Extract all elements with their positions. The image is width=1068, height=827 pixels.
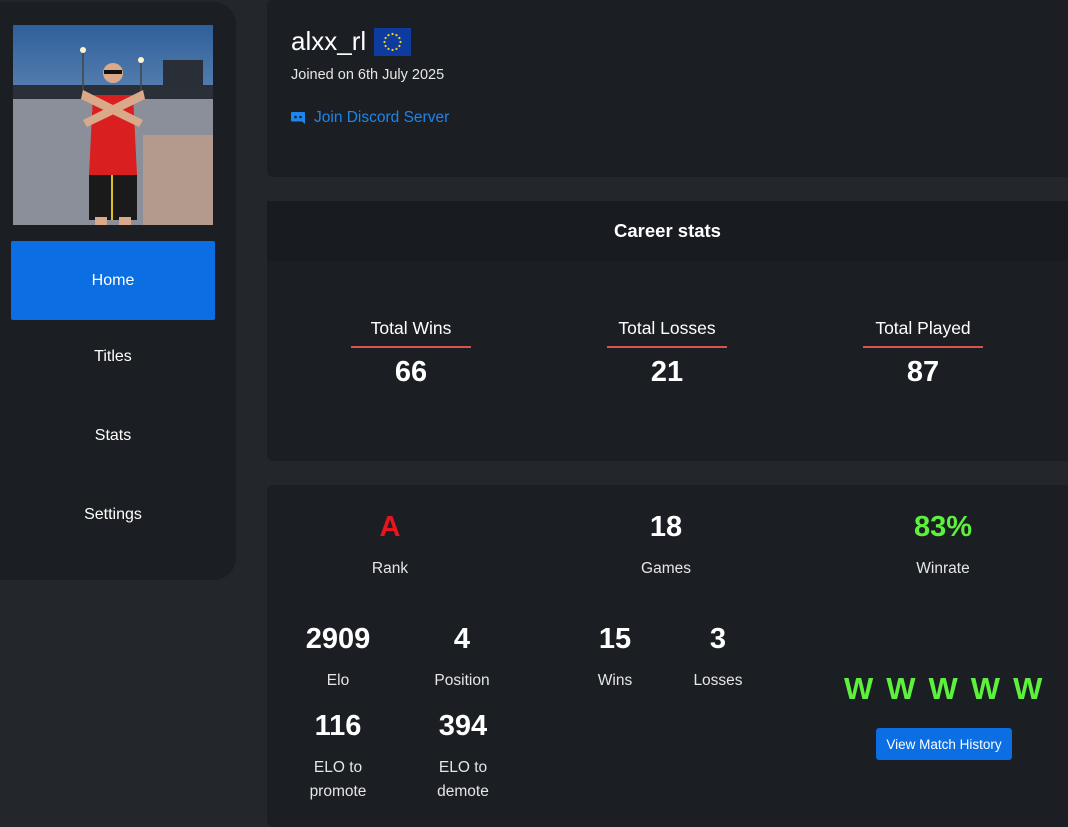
sidebar-item-label: Titles: [94, 347, 132, 365]
username-row: alxx_rl: [291, 26, 412, 57]
wins-stat: 15 Wins: [535, 623, 695, 693]
elo-to-promote-label: ELO to promote: [258, 756, 418, 804]
stat-label: Total Wins: [351, 318, 471, 348]
profile-panel: alxx_rl Joined on 6th July 2025 Join Dis…: [267, 0, 1068, 177]
discord-link-label: Join Discord Server: [314, 109, 450, 126]
joined-date: Joined on 6th July 2025: [291, 67, 445, 83]
elo-to-demote-label: ELO to demote: [383, 756, 543, 804]
sidebar-item-home[interactable]: Home: [11, 241, 215, 320]
elo-to-demote-stat: 394 ELO to demote: [383, 710, 543, 804]
total-wins-stat: Total Wins 66: [351, 318, 471, 389]
winrate-label: Winrate: [916, 560, 970, 577]
elo-value: 2909: [305, 623, 371, 655]
games-stat: 18 Games: [586, 511, 746, 581]
rank-stat: A Rank: [310, 511, 470, 581]
label-line: ELO to: [438, 759, 488, 776]
position-stat: 4 Position: [382, 623, 542, 693]
position-label: Position: [434, 672, 490, 689]
username: alxx_rl: [291, 26, 367, 56]
stat-label: Total Played: [863, 318, 983, 348]
games-value: 18: [649, 511, 683, 543]
stat-value: 21: [650, 356, 684, 388]
eu-flag-icon: [374, 27, 412, 56]
sidebar-item-label: Stats: [94, 426, 132, 444]
total-played-stat: Total Played 87: [863, 318, 983, 389]
rank-value: A: [379, 511, 401, 543]
label-line: ELO to: [313, 759, 363, 776]
result-badge: W: [844, 671, 874, 706]
stat-value: 87: [906, 356, 940, 388]
career-stats-panel: Career stats Total Wins 66 Total Losses …: [267, 201, 1068, 461]
result-badge: W: [928, 671, 958, 706]
losses-label: Losses: [693, 672, 743, 689]
sidebar-item-label: Settings: [84, 505, 142, 523]
total-losses-stat: Total Losses 21: [607, 318, 727, 389]
result-badge: W: [886, 671, 916, 706]
winrate-stat: 83% Winrate: [863, 511, 1023, 581]
label-line: demote: [437, 783, 489, 800]
elo-stat: 2909 Elo: [258, 623, 418, 693]
position-value: 4: [453, 623, 471, 655]
label-line: promote: [309, 783, 367, 800]
stat-value: 66: [394, 356, 428, 388]
discord-link[interactable]: Join Discord Server: [290, 109, 449, 127]
elo-to-demote-value: 394: [438, 710, 488, 742]
sidebar-item-titles[interactable]: Titles: [11, 317, 215, 396]
wins-value: 15: [598, 623, 632, 655]
winrate-value: 83%: [913, 511, 973, 543]
result-badge: W: [970, 671, 1001, 706]
discord-icon: [291, 112, 305, 124]
avatar: [13, 25, 213, 225]
elo-to-promote-value: 116: [314, 710, 362, 742]
games-label: Games: [641, 560, 691, 577]
view-match-history-button[interactable]: View Match History: [876, 728, 1012, 760]
rank-label: Rank: [371, 560, 409, 577]
sidebar-item-stats[interactable]: Stats: [11, 396, 215, 475]
season-stats-panel: A Rank 18 Games 83% Winrate 2909 Elo 4 P…: [267, 485, 1068, 827]
stat-label: Total Losses: [607, 318, 727, 348]
elo-to-promote-stat: 116 ELO to promote: [258, 710, 418, 804]
losses-value: 3: [709, 623, 727, 655]
result-badge: W: [1013, 671, 1043, 706]
career-stats-title: Career stats: [267, 201, 1068, 261]
wins-label: Wins: [597, 672, 633, 689]
losses-stat: 3 Losses: [638, 623, 798, 693]
recent-results-streak: W W W W W: [844, 671, 1042, 707]
sidebar-item-label: Home: [91, 271, 135, 289]
sidebar-item-settings[interactable]: Settings: [11, 475, 215, 554]
elo-label: Elo: [326, 672, 350, 689]
